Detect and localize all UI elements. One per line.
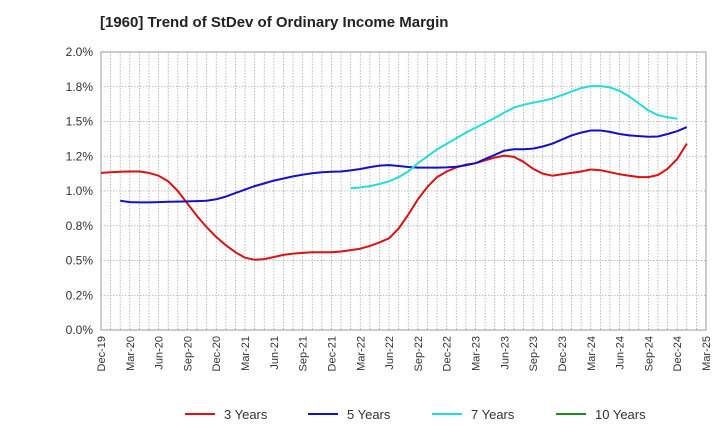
x-tick-label: Mar-21 xyxy=(240,336,252,371)
y-tick-label: 0.0% xyxy=(66,323,94,337)
chart-title: [1960] Trend of StDev of Ordinary Income… xyxy=(100,14,449,31)
y-tick-label: 1.0% xyxy=(66,184,94,198)
y-tick-label: 0.5% xyxy=(66,254,94,268)
y-tick-label: 1.2% xyxy=(66,149,94,163)
x-tick-label: Jun-20 xyxy=(154,336,166,370)
x-tick-label: Dec-22 xyxy=(442,336,454,371)
x-tick-label: Dec-21 xyxy=(326,336,338,371)
x-tick-label: Mar-24 xyxy=(586,336,598,371)
x-tick-label: Dec-23 xyxy=(557,336,569,371)
legend-label: 7 Years xyxy=(471,407,515,422)
x-tick-label: Jun-24 xyxy=(615,336,627,370)
x-tick-label: Mar-20 xyxy=(125,336,137,371)
series-line-7-years xyxy=(350,85,678,190)
x-tick-label: Sep-22 xyxy=(413,336,425,371)
series-line-5-years xyxy=(120,126,688,204)
x-tick-label: Dec-20 xyxy=(211,336,223,371)
x-tick-label: Jun-23 xyxy=(499,336,511,370)
y-tick-label: 0.2% xyxy=(66,288,94,302)
legend-label: 3 Years xyxy=(224,407,268,422)
x-tick-label: Sep-21 xyxy=(298,336,310,371)
x-tick-label: Sep-20 xyxy=(182,336,194,371)
x-tick-label: Sep-23 xyxy=(528,336,540,371)
x-tick-label: Jun-21 xyxy=(269,336,281,370)
x-tick-label: Dec-24 xyxy=(672,336,684,371)
y-tick-label: 1.5% xyxy=(66,115,94,129)
x-tick-label: Sep-24 xyxy=(643,336,655,371)
legend: 3 Years 5 Years 7 Years 10 Years xyxy=(185,407,646,422)
y-tick-label: 2.0% xyxy=(66,45,94,59)
x-tick-label: Mar-22 xyxy=(355,336,367,371)
series-line-3-years xyxy=(100,143,688,261)
x-tick-label: Mar-23 xyxy=(471,336,483,371)
legend-label: 5 Years xyxy=(347,407,391,422)
x-tick-label: Jun-22 xyxy=(384,336,396,370)
y-tick-label: 1.8% xyxy=(66,80,94,94)
x-tick-label: Mar-25 xyxy=(701,336,713,371)
y-tick-label: 0.8% xyxy=(66,219,94,233)
x-tick-label: Dec-19 xyxy=(96,336,108,371)
axis-ticks: 0.0% 0.2% 0.5% 0.8% 1.0% 1.2% 1.5% 1.8% 2.0% Dec-… xyxy=(66,45,713,371)
series-lines xyxy=(100,85,688,261)
legend-label: 10 Years xyxy=(595,407,646,422)
